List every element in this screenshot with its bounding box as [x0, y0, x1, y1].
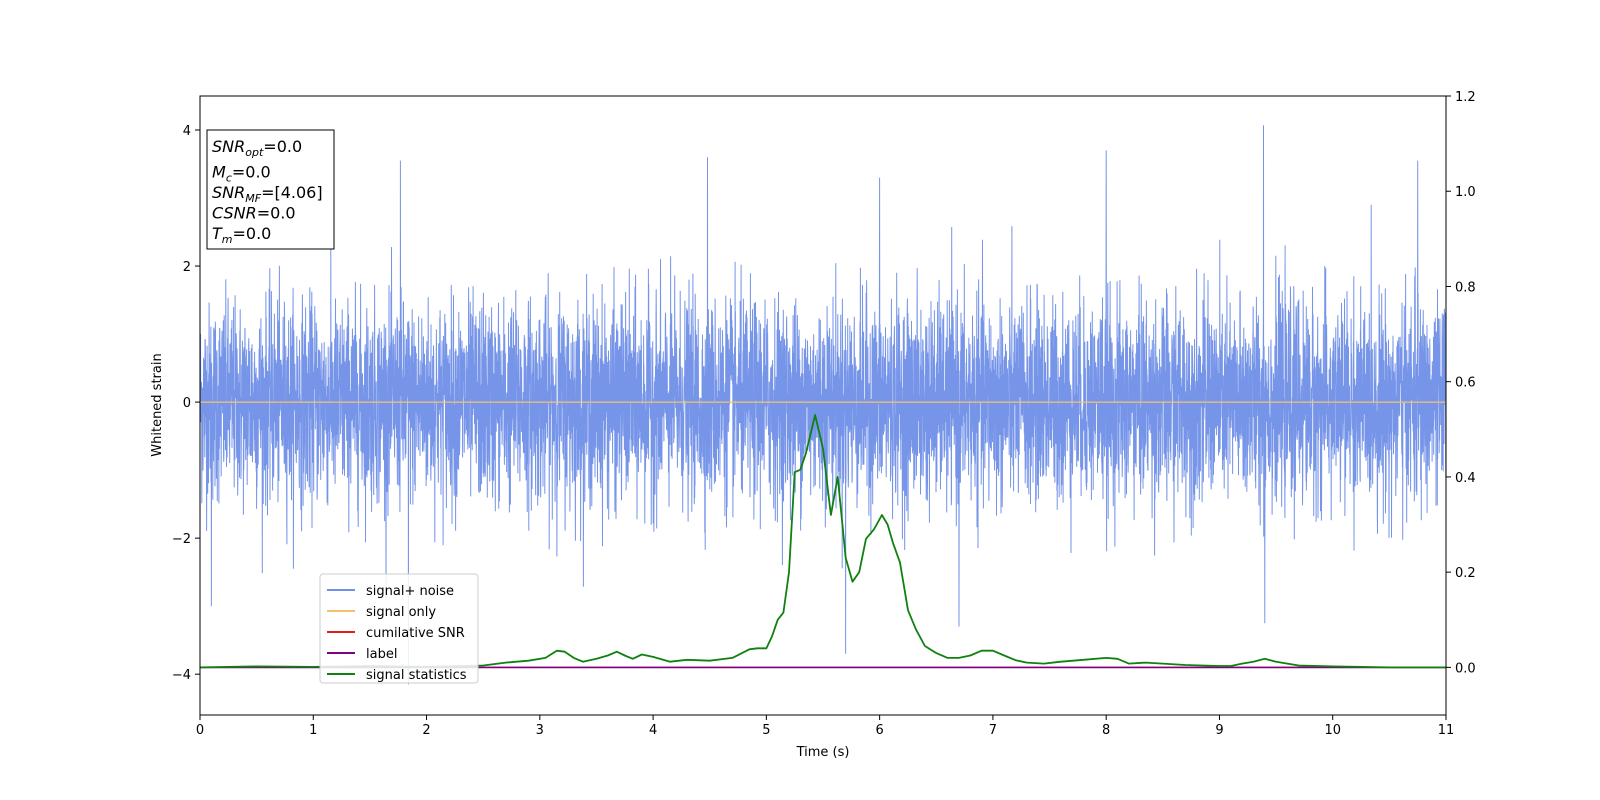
y-right-tick-label: 0.6: [1455, 376, 1476, 391]
x-tick-label: 0: [196, 723, 204, 738]
info-symbol: M: [212, 163, 226, 182]
x-tick-label: 1: [309, 723, 317, 738]
x-tick-label: 7: [989, 723, 997, 738]
info-box-line: CSNR=0.0: [212, 204, 296, 223]
y-left-tick-label: −4: [172, 668, 191, 683]
x-axis-label: Time (s): [796, 745, 850, 760]
info-box: SNRopt=0.0Mc=0.0SNRMF=[4.06]CSNR=0.0Tm=0…: [206, 129, 335, 250]
y-right-tick-label: 1.0: [1455, 185, 1476, 200]
y-right-tick-label: 0.4: [1455, 471, 1476, 486]
x-tick-label: 8: [1102, 723, 1110, 738]
plot-frame: [199, 95, 1447, 716]
info-value: =0.0: [232, 163, 271, 182]
info-symbol: CSNR: [212, 204, 257, 223]
info-box-line: Mc=0.0: [212, 163, 271, 185]
legend: signal+ noise signal only cumilative SNR la…: [319, 573, 479, 684]
x-tick-label: 4: [649, 723, 657, 738]
y-left-tick-label: 0: [183, 396, 191, 411]
info-symbol: SNR: [212, 137, 245, 156]
info-subscript: opt: [245, 146, 264, 159]
legend-label: signal+ noise: [366, 584, 454, 599]
legend-frame: [319, 573, 479, 684]
y-left-tick-label: 4: [183, 124, 191, 139]
y-right-tick-label: 0.2: [1455, 566, 1476, 581]
info-box-line: Tm=0.0: [212, 224, 271, 246]
y-left-tick-label: −2: [172, 532, 191, 547]
info-subscript: MF: [245, 192, 261, 205]
legend-label: signal only: [366, 605, 436, 620]
info-box-frame: [206, 129, 335, 250]
y-right-tick-label: 1.2: [1455, 90, 1476, 105]
x-tick-label: 2: [422, 723, 430, 738]
y-right-tick-label: 0.0: [1455, 661, 1476, 676]
info-value: =0.0: [233, 224, 272, 243]
x-axis: 0 1 2 3 4 5 6 7 8 9 10 11: [196, 715, 1454, 738]
info-symbol: T: [212, 224, 223, 243]
x-tick-label: 9: [1215, 723, 1223, 738]
legend-label: label: [366, 647, 397, 662]
x-tick-label: 3: [536, 723, 544, 738]
y-axis-left: 4 2 0 −2 −4: [172, 124, 200, 683]
info-subscript: c: [226, 172, 232, 185]
y-right-tick-label: 0.8: [1455, 280, 1476, 295]
info-value: =0.0: [263, 137, 302, 156]
y-left-tick-label: 2: [183, 260, 191, 275]
info-value: =0.0: [257, 204, 296, 223]
x-tick-label: 10: [1324, 723, 1341, 738]
legend-label: cumilative SNR: [366, 626, 465, 641]
info-symbol: SNR: [212, 183, 245, 202]
x-tick-label: 11: [1438, 723, 1455, 738]
info-box-line: SNRMF=[4.06]: [212, 183, 323, 205]
info-subscript: m: [222, 233, 233, 246]
info-value: =[4.06]: [261, 183, 323, 202]
info-box-line: SNRopt=0.0: [212, 137, 302, 159]
noise-series: [200, 125, 1446, 685]
y-axis-label: Whitened strain: [150, 353, 165, 456]
signal-statistics-layer: [200, 414, 1446, 669]
y-axis-right: 1.2 1.0 0.8 0.6 0.4 0.2 0.0: [1446, 90, 1476, 676]
signal-plus-noise-line: [200, 125, 1446, 685]
signal-statistics-line: [200, 414, 1446, 669]
x-tick-label: 6: [875, 723, 883, 738]
x-tick-label: 5: [762, 723, 770, 738]
legend-label: signal statistics: [366, 668, 467, 683]
